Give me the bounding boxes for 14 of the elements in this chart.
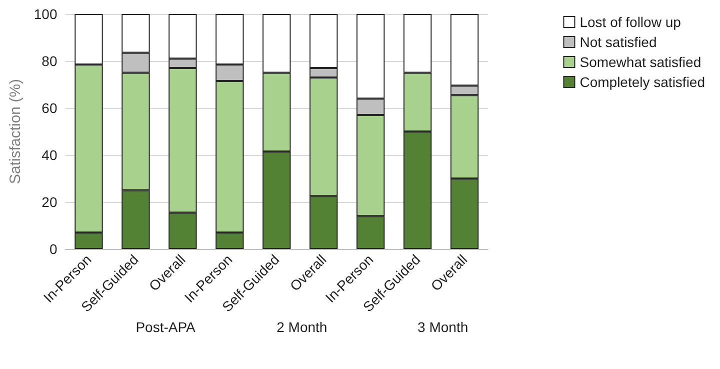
y-axis-title: Satisfaction (%) — [7, 78, 24, 184]
text: 2 Month — [276, 319, 328, 335]
y-tick-label: 0 — [49, 241, 58, 257]
y-tick-label: 80 — [42, 53, 58, 69]
legend-label: Not satisfied — [580, 34, 657, 50]
y-tick-label: 60 — [42, 100, 58, 116]
y-tick-label: 20 — [42, 194, 58, 210]
text: 3 Month — [418, 319, 468, 335]
legend-label: Lost of follow up — [580, 14, 682, 30]
y-tick-label: 40 — [42, 147, 58, 163]
text: Post-APA — [136, 319, 196, 335]
y-tick-label: 100 — [34, 6, 58, 22]
legend-label: Somewhat satisfied — [580, 54, 702, 70]
legend-label: Completely satisfied — [580, 74, 706, 90]
